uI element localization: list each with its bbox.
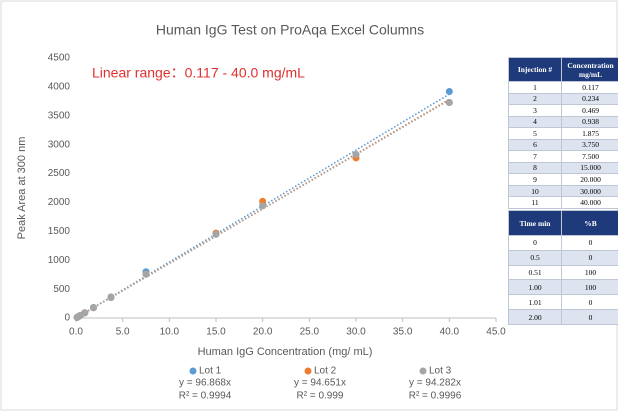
r-squared: R² = 0.9994: [179, 391, 232, 402]
table-cell: 40.000: [561, 196, 618, 209]
trend-equation: y = 94.282x: [409, 378, 461, 389]
table-cell: 0: [561, 294, 618, 311]
table-cell: 1.00: [508, 279, 562, 296]
y-tick-label: 4500: [48, 53, 71, 64]
table-cell: 1.01: [508, 294, 562, 311]
table-cell: 9: [508, 173, 562, 186]
annotation: Linear range：0.117 - 40.0 mg/mL: [92, 65, 305, 81]
x-tick-label: 45.0: [486, 327, 506, 338]
point: [81, 309, 89, 317]
y-tick-label: 0: [64, 313, 70, 324]
x-tick-label: 35.0: [393, 327, 413, 338]
table-cell: 15.000: [561, 161, 618, 175]
y-tick-label: 1000: [48, 255, 71, 266]
table-cell: 100: [561, 279, 618, 296]
table-cell: 7: [508, 150, 562, 163]
x-tick-label: 25.0: [300, 327, 320, 338]
table-cell: 10: [508, 184, 562, 198]
x-axis-title: Human IgG Concentration (mg/ mL): [198, 346, 373, 358]
point: [445, 98, 453, 106]
legend-label: Lot 1: [199, 366, 222, 377]
table-cell: 5: [508, 127, 562, 140]
legend-marker: [304, 367, 312, 375]
table-cell: 8: [508, 161, 562, 175]
table-cell: 0.938: [561, 115, 618, 129]
point: [259, 202, 267, 210]
legend-marker: [419, 367, 427, 375]
trend-equation: y = 94.651x: [294, 378, 346, 389]
table-cell: 20.000: [561, 173, 618, 186]
table-cell: 11: [508, 196, 562, 209]
table-cell: 2.00: [508, 309, 562, 325]
y-tick-label: 2500: [48, 168, 71, 179]
point: [212, 230, 220, 238]
table-header: Time min: [508, 210, 562, 236]
table-cell: 2: [508, 92, 562, 106]
table-cell: 30.000: [561, 184, 618, 198]
y-tick-label: 2000: [48, 197, 71, 208]
trend-equation: y = 96.868x: [179, 378, 231, 389]
data-table: Time min %B 0 0 0.5 0 0.51 100 1.00 100 1.01 0 2.00 0: [508, 210, 618, 325]
table-cell: 0.469: [561, 104, 618, 117]
point: [142, 270, 150, 278]
table-cell: 3: [508, 104, 562, 117]
x-tick-label: 15.0: [206, 327, 226, 338]
table-cell: 1.875: [561, 127, 618, 140]
y-tick-label: 4000: [48, 82, 71, 93]
x-tick-label: 5.0: [116, 327, 130, 338]
point: [352, 150, 360, 158]
table-cell: 4: [508, 115, 562, 129]
r-squared: R² = 0.999: [297, 391, 344, 402]
table-cell: 0: [561, 235, 618, 251]
y-tick-label: 500: [53, 284, 70, 295]
x-tick-label: 10.0: [160, 327, 180, 338]
x-tick-label: 30.0: [346, 327, 366, 338]
table-cell: 0: [561, 309, 618, 325]
table-cell: 6: [508, 138, 562, 152]
y-axis-title: Peak Area at 300 nm: [16, 137, 28, 240]
legend-label: Lot 3: [429, 366, 452, 377]
x-tick-label: 0.0: [69, 327, 83, 338]
y-tick-label: 3500: [48, 110, 71, 121]
point: [107, 294, 115, 302]
table-cell: 3.750: [561, 138, 618, 152]
table-header: %B: [561, 210, 618, 236]
point: [90, 304, 97, 312]
table-cell: 0: [561, 249, 618, 266]
x-tick-label: 20.0: [253, 327, 273, 338]
table-cell: 1: [508, 81, 562, 94]
y-tick-label: 3000: [48, 139, 71, 150]
table-header: Injection #: [508, 57, 562, 82]
data-table: Injection # Concentration mg/mL 1 0.117 2 0.2…: [508, 57, 618, 209]
chart-title: Human IgG Test on ProAqa Excel Columns: [156, 22, 424, 38]
legend-marker: [189, 367, 197, 375]
table-cell: 7.500: [561, 150, 618, 163]
table-cell: 0.234: [561, 92, 618, 106]
x-tick-label: 40.0: [440, 327, 460, 338]
table-cell: 0: [508, 235, 562, 251]
r-squared: R² = 0.9996: [409, 391, 462, 402]
table-cell: 0.5: [508, 249, 562, 266]
table-cell: 100: [561, 264, 618, 281]
legend-label: Lot 2: [314, 366, 337, 377]
point: [445, 88, 453, 96]
table-cell: 0.51: [508, 264, 562, 281]
table-header: Concentration mg/mL: [561, 57, 618, 82]
y-tick-label: 1500: [48, 226, 71, 237]
table-cell: 0.117: [561, 81, 618, 94]
